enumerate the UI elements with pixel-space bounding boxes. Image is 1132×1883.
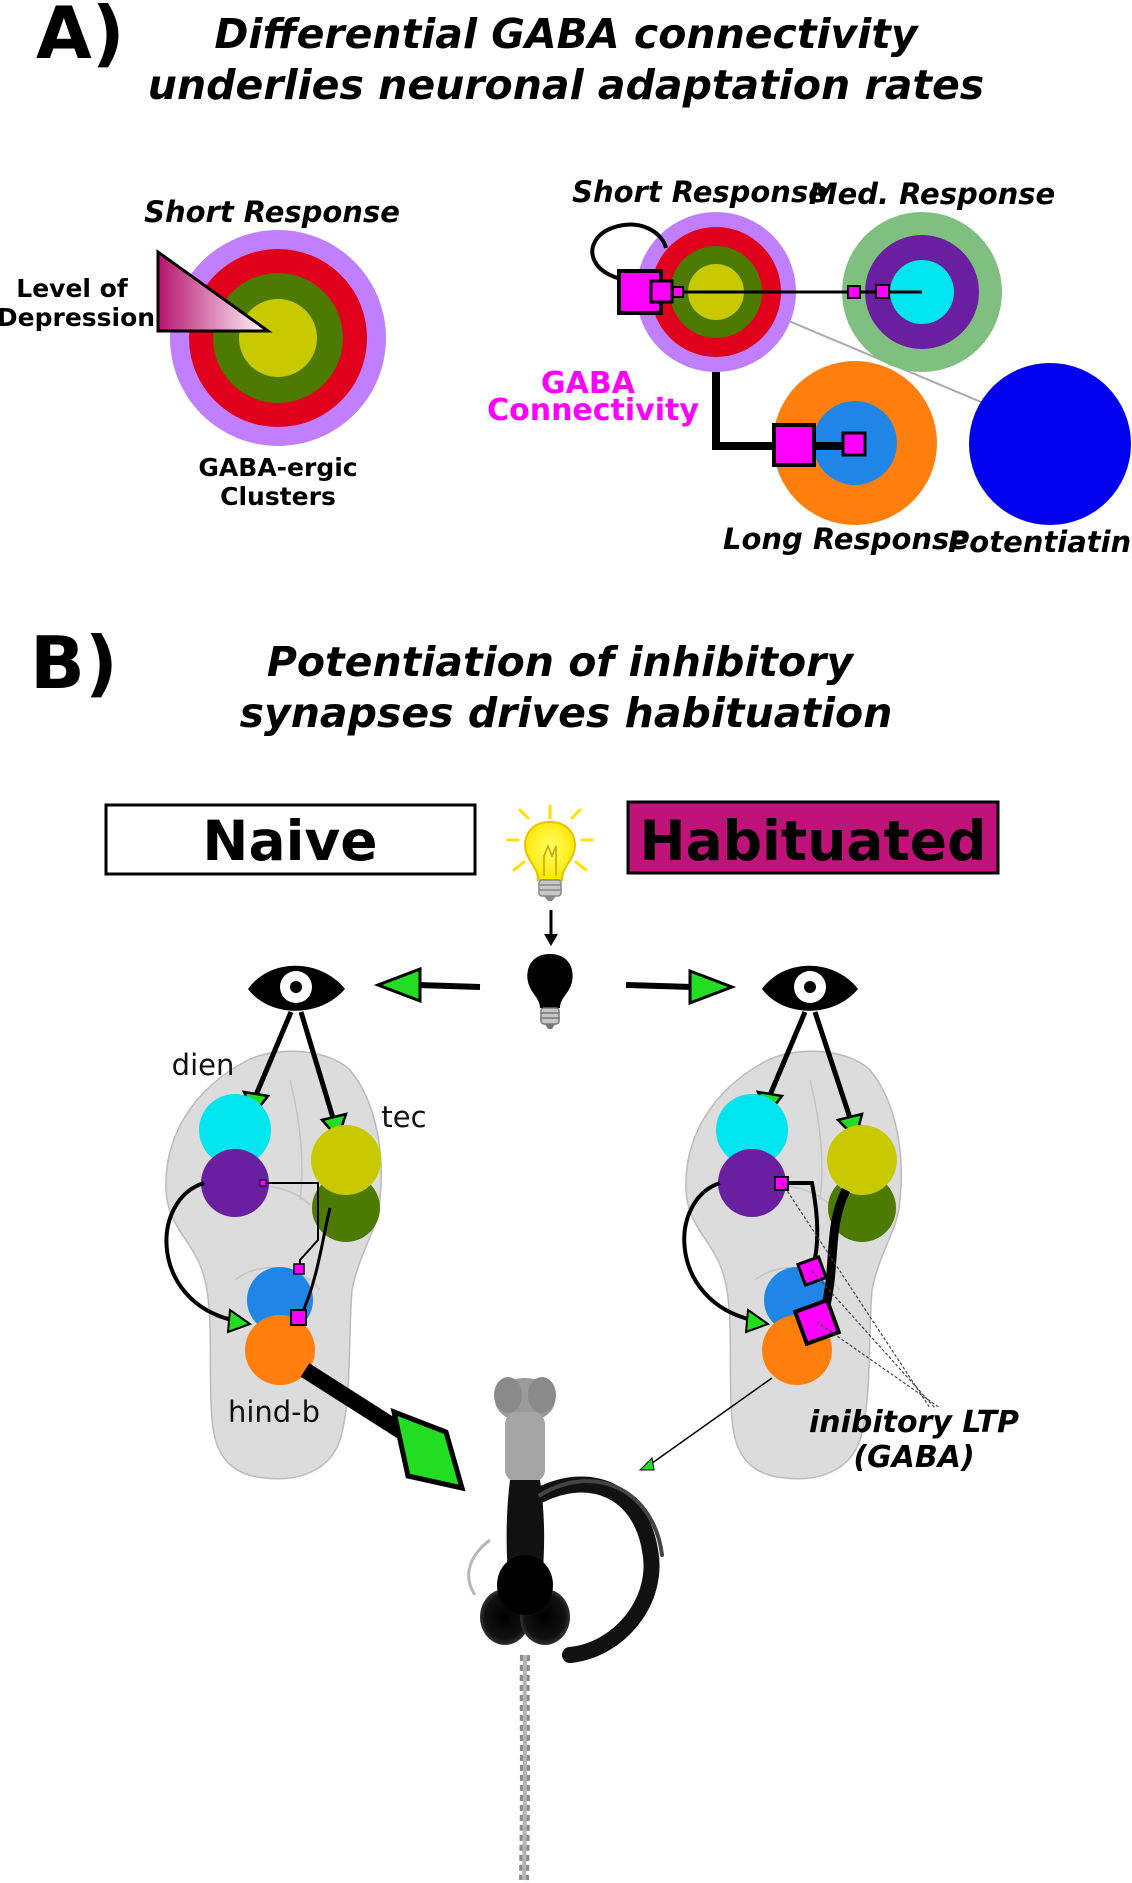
- panel-a-title-line1: Differential GABA connectivity: [214, 10, 920, 58]
- long-response-label: Long Response: [723, 522, 969, 556]
- habituated-box: [626, 800, 1000, 875]
- naive-dien-purple: [201, 1149, 269, 1217]
- panel-b-title-line1: Potentiation of inhibitory: [267, 638, 856, 686]
- panel-b-letter: B): [30, 621, 118, 705]
- habituated-label: Habituated: [640, 809, 987, 873]
- long-synapse-large: [772, 423, 816, 467]
- short-synapse-medium: [649, 279, 674, 304]
- naive-dien-to-hindb: [164, 1181, 233, 1322]
- bulb-down-arrowhead: [544, 934, 558, 946]
- hab-synapse-small: [774, 1176, 789, 1191]
- gaba-network: [590, 212, 1131, 525]
- clusters-label-line2: Clusters: [220, 482, 336, 511]
- short-synapse-small: [672, 286, 684, 298]
- gaba-ergic-label-line1: GABA-ergic: [198, 453, 357, 482]
- naive-label: Naive: [202, 809, 377, 873]
- cluster-core-yellow: [239, 299, 317, 377]
- stimulus-arrow-left: [417, 982, 481, 990]
- hab-eye-to-dien: [767, 1011, 808, 1096]
- naive-hindb-arrowhead: [226, 1308, 253, 1334]
- left-short-response-label: Short Response: [144, 195, 400, 229]
- naive-dien-cyan: [199, 1094, 271, 1166]
- depression-wedge-icon: [156, 249, 273, 333]
- hab-dien-to-hindb: [682, 1181, 753, 1322]
- hab-output-arrow: [647, 1377, 773, 1467]
- naive-tec-yellow: [311, 1125, 381, 1195]
- gaba-ltp-label-line2: (GABA): [853, 1440, 974, 1475]
- naive-eye-to-tec: [298, 1011, 336, 1119]
- zebrafish-larva-icon: [467, 1377, 664, 1881]
- long-synapse-small: [841, 431, 867, 457]
- connectivity-label-line2: Connectivity: [487, 393, 699, 428]
- ltp-pointer-lines: [781, 1182, 941, 1409]
- med-synapse-small-2: [875, 284, 890, 299]
- panel-a-title-line2: underlies neuronal adaptation rates: [148, 61, 984, 109]
- naive-box: [104, 803, 477, 876]
- panel-b-title-line2: synapses drives habituation: [240, 689, 893, 737]
- hab-eye-to-tec: [812, 1011, 853, 1119]
- potentiating-label: Potentiating: [948, 525, 1132, 559]
- naive-hindb-orange: [245, 1315, 315, 1385]
- self-inhibition-loop: [590, 222, 668, 284]
- naive-tec-olive: [312, 1174, 380, 1242]
- habituated-eye-icon: [762, 965, 858, 1011]
- panel-a-letter: A): [36, 0, 125, 75]
- potentiating-cluster: [969, 363, 1131, 525]
- gaba-label-line1: GABA: [541, 366, 636, 401]
- hab-tec-yellow: [827, 1125, 897, 1195]
- hab-dien-cyan: [716, 1094, 788, 1166]
- med-synapse-small-1: [847, 285, 861, 299]
- inhibitory-ltp-label-line1: inibitory LTP: [809, 1405, 1019, 1440]
- concentric-clusters-left: [170, 230, 386, 446]
- light-bulb-on-icon: [506, 804, 594, 901]
- naive-output-arrowhead: [390, 1408, 466, 1492]
- stimulus-arrowhead-right: [688, 968, 737, 1006]
- depression-label-line2: Depression: [0, 303, 155, 332]
- naive-eye-icon: [248, 965, 345, 1011]
- hab-hindb-arrowhead: [744, 1308, 771, 1334]
- hab-output-arrowhead: [638, 1456, 655, 1471]
- light-bulb-off-icon: [527, 954, 573, 1029]
- med-response-label: Med. Response: [809, 177, 1055, 211]
- hab-dien-purple: [718, 1149, 786, 1217]
- naive-inhib-line-2: [298, 1207, 332, 1319]
- right-short-response-label: Short Response: [572, 175, 828, 209]
- tec-label: tec: [381, 1100, 426, 1134]
- hind-b-label: hind-b: [228, 1395, 320, 1429]
- stimulus-arrowhead-left: [373, 966, 422, 1004]
- stimulus-arrow-right: [625, 982, 693, 990]
- naive-eye-to-dien: [253, 1011, 294, 1096]
- level-of-label-line1: Level of: [16, 274, 129, 303]
- dien-label: dien: [172, 1048, 235, 1082]
